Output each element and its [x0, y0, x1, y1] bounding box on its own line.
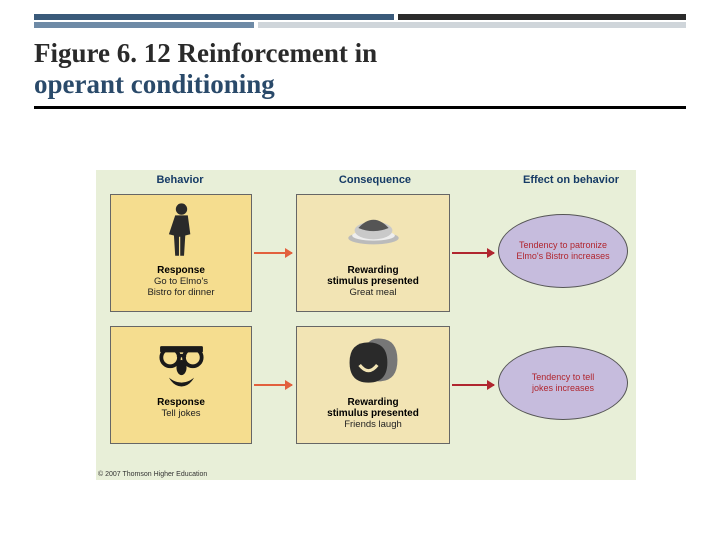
title-line-2: operant conditioning: [34, 69, 686, 100]
meal-plate-icon-wrap: [297, 195, 449, 265]
behavior-subtext: Tell jokes: [111, 408, 251, 419]
consequence-cell: Rewardingstimulus presentedFriends laugh: [296, 326, 450, 444]
arrow-icon: [254, 252, 292, 254]
standing-person-icon-wrap: [111, 195, 251, 265]
column-header-effect: Effect on behavior: [506, 174, 636, 186]
slide-title: Figure 6. 12 Reinforcement in operant co…: [34, 38, 686, 109]
decor-bar: [34, 22, 254, 28]
decor-bar: [398, 14, 686, 20]
arrow-icon: [452, 252, 494, 254]
behavior-subtext: Go to Elmo'sBistro for dinner: [111, 276, 251, 299]
effect-ellipse: Tendency to patronizeElmo's Bistro incre…: [498, 214, 628, 288]
standing-person-icon: [150, 199, 213, 262]
groucho-glasses-icon: [150, 331, 213, 394]
behavior-label: Response: [111, 397, 251, 408]
decor-bar: [258, 22, 686, 28]
behavior-label: Response: [111, 265, 251, 276]
arrow-icon: [254, 384, 292, 386]
meal-plate-icon: [342, 199, 405, 262]
title-line-1: Figure 6. 12 Reinforcement in: [34, 38, 686, 69]
laughing-faces-icon: [342, 331, 405, 394]
consequence-subtext: Great meal: [297, 287, 449, 298]
consequence-label: Rewardingstimulus presented: [297, 265, 449, 287]
laughing-faces-icon-wrap: [297, 327, 449, 397]
arrow-icon: [452, 384, 494, 386]
copyright-text: © 2007 Thomson Higher Education: [98, 471, 207, 478]
consequence-label: Rewardingstimulus presented: [297, 397, 449, 419]
consequence-cell: Rewardingstimulus presentedGreat meal: [296, 194, 450, 312]
behavior-cell: ResponseTell jokes: [110, 326, 252, 444]
column-header-consequence: Consequence: [310, 174, 440, 186]
groucho-glasses-icon-wrap: [111, 327, 251, 397]
effect-ellipse: Tendency to telljokes increases: [498, 346, 628, 420]
reinforcement-diagram: Behavior Consequence Effect on behavior Res…: [96, 170, 636, 480]
behavior-cell: ResponseGo to Elmo'sBistro for dinner: [110, 194, 252, 312]
decor-bar: [34, 14, 394, 20]
column-header-behavior: Behavior: [120, 174, 240, 186]
consequence-subtext: Friends laugh: [297, 419, 449, 430]
